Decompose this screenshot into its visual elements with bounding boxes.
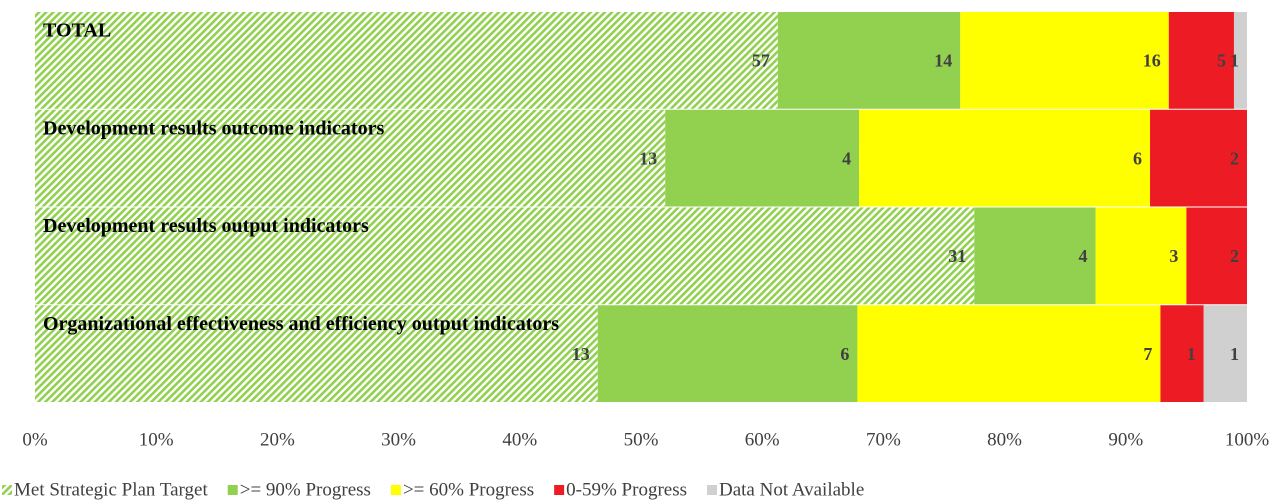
value-label: 13 [572,344,590,364]
value-label: 2 [1230,148,1239,168]
bar-segment [1160,305,1204,402]
category-label: TOTAL [43,20,111,42]
bar-segment [35,207,975,305]
value-label: 7 [1143,344,1152,364]
bar-segment [665,109,860,207]
bar-segment [1168,12,1234,109]
value-label: 2 [1230,246,1239,266]
bar-segment [35,305,598,402]
bar-segment [597,305,858,402]
bar-segment [1095,207,1187,305]
value-label: 6 [840,344,849,364]
x-tick-label: 100% [1225,429,1270,450]
bar-segment [35,109,666,207]
legend-swatch [554,485,565,495]
value-label: 1 [1230,51,1239,71]
bar-segment [1233,12,1247,109]
value-label: 16 [1143,51,1161,71]
x-tick-label: 70% [866,429,901,450]
x-tick-label: 0% [22,429,48,450]
x-tick-label: 40% [502,429,537,450]
x-tick-label: 10% [139,429,174,450]
bar-segment [857,305,1161,402]
x-tick-label: 90% [1108,429,1143,450]
bar-segment [960,12,1169,109]
category-label: Organizational effectiveness and efficie… [43,313,559,335]
value-label: 14 [934,51,952,71]
bar-segment [1203,305,1247,402]
legend-swatch [707,485,717,495]
value-label: 1 [1187,344,1196,364]
bar-segment [859,109,1151,207]
value-label: 1 [1230,344,1239,364]
x-tick-label: 50% [624,429,659,450]
legend-label: >= 60% Progress [403,479,534,500]
x-tick-label: 20% [260,429,295,450]
bar-segment [1186,207,1247,305]
legend-swatch [227,485,238,495]
legend-label: 0-59% Progress [566,479,687,500]
legend-swatch [2,485,12,495]
bar-segment [974,207,1096,305]
x-tick-label: 60% [745,429,780,450]
value-label: 6 [1133,148,1142,168]
category-label: Development results output indicators [43,215,369,237]
bar-segment [777,12,961,109]
legend-swatch [390,485,401,495]
value-label: 4 [1079,246,1088,266]
x-tick-label: 80% [987,429,1022,450]
legend-label: >= 90% Progress [240,479,371,500]
value-label: 31 [948,246,966,266]
value-label: 5 [1217,51,1226,71]
category-label: Development results outcome indicators [43,117,384,139]
value-label: 4 [842,148,851,168]
value-label: 13 [639,148,657,168]
legend-label: Data Not Available [719,479,864,500]
bar-segment [1150,109,1247,207]
value-label: 57 [752,51,770,71]
value-label: 3 [1169,246,1178,266]
x-tick-label: 30% [381,429,416,450]
bar-segment [35,12,778,109]
legend-label: Met Strategic Plan Target [14,479,208,500]
